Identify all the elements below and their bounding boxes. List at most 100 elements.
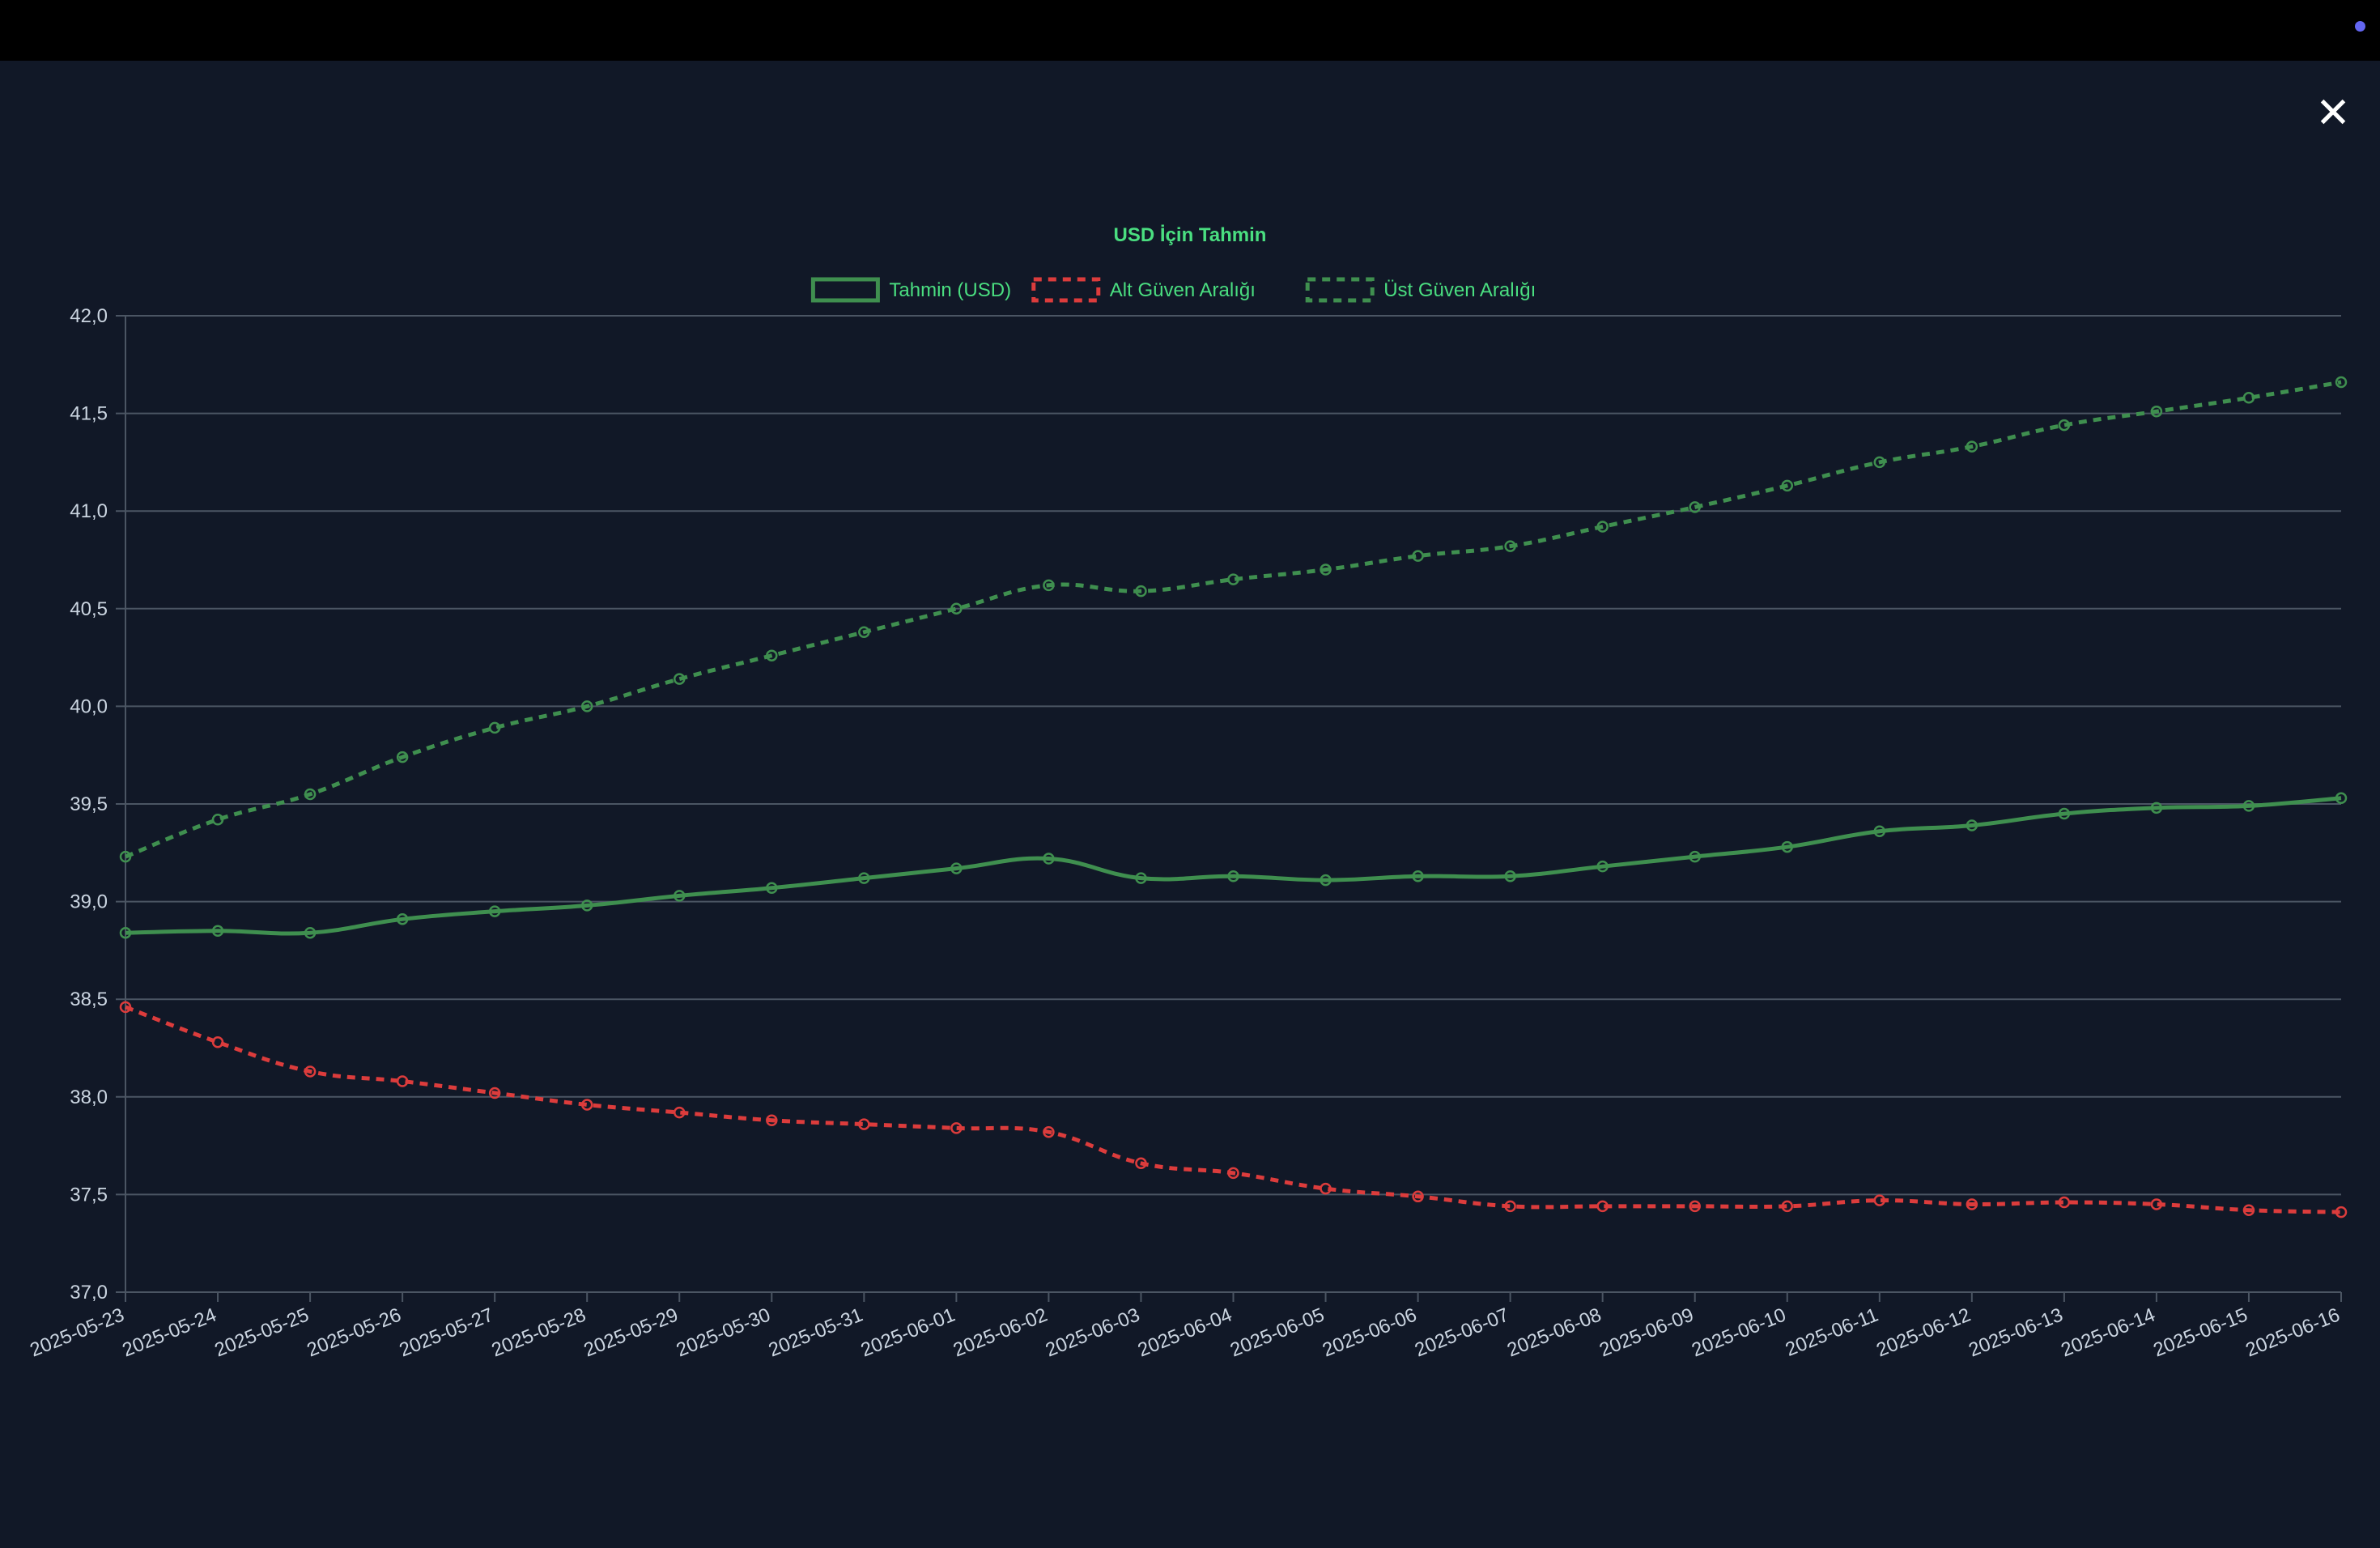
data-point[interactable] <box>2242 800 2255 812</box>
data-point[interactable] <box>1873 456 1886 469</box>
data-point[interactable] <box>1966 440 1978 453</box>
data-point[interactable] <box>1135 872 1147 884</box>
x-tick-label: 2025-06-10 <box>1689 1304 1789 1362</box>
data-point[interactable] <box>1412 550 1424 562</box>
data-point[interactable] <box>2058 1196 2071 1209</box>
data-point[interactable] <box>1689 850 1701 863</box>
data-point[interactable] <box>2335 1206 2348 1218</box>
data-point[interactable] <box>674 673 686 685</box>
y-tick-label: 41,0 <box>70 500 108 522</box>
data-point[interactable] <box>1596 1200 1609 1213</box>
data-point[interactable] <box>2242 392 2255 404</box>
data-point[interactable] <box>211 814 224 826</box>
data-point[interactable] <box>766 1114 778 1126</box>
data-point[interactable] <box>1873 825 1886 838</box>
data-point[interactable] <box>1596 860 1609 873</box>
x-tick-label: 2025-06-02 <box>950 1304 1051 1362</box>
data-point[interactable] <box>488 1087 501 1099</box>
data-point[interactable] <box>858 1118 870 1130</box>
data-point[interactable] <box>211 1036 224 1048</box>
data-point[interactable] <box>1043 579 1055 592</box>
data-point[interactable] <box>396 1075 409 1087</box>
legend-item[interactable]: Tahmin (USD) <box>810 277 1011 303</box>
data-point[interactable] <box>858 626 870 638</box>
data-point[interactable] <box>119 1001 132 1014</box>
data-point[interactable] <box>396 751 409 763</box>
y-tick-label: 39,0 <box>70 891 108 913</box>
data-point[interactable] <box>1966 1198 1978 1210</box>
legend-label: Üst Güven Aralığı <box>1383 279 1536 301</box>
x-tick-label: 2025-05-25 <box>211 1304 312 1362</box>
x-tick-label: 2025-05-24 <box>119 1304 219 1362</box>
data-point[interactable] <box>1873 1194 1886 1206</box>
data-point[interactable] <box>2150 802 2163 814</box>
data-point[interactable] <box>2150 1198 2163 1210</box>
data-point[interactable] <box>304 926 317 939</box>
data-point[interactable] <box>2242 1204 2255 1216</box>
data-point[interactable] <box>1227 870 1239 882</box>
data-point[interactable] <box>2058 419 2071 432</box>
status-dot-icon <box>2355 21 2365 32</box>
data-point[interactable] <box>1504 870 1516 882</box>
series-3 <box>119 376 2348 863</box>
data-point[interactable] <box>396 913 409 925</box>
x-tick-label: 2025-06-01 <box>858 1304 958 1362</box>
data-point[interactable] <box>1966 819 1978 831</box>
data-point[interactable] <box>1227 1167 1239 1180</box>
data-point[interactable] <box>580 899 593 912</box>
data-point[interactable] <box>1781 1200 1793 1213</box>
series-lines <box>119 376 2348 1218</box>
top-bar <box>0 0 2380 61</box>
data-point[interactable] <box>674 890 686 902</box>
data-point[interactable] <box>2335 376 2348 389</box>
data-point[interactable] <box>674 1106 686 1119</box>
x-tick-label: 2025-06-09 <box>1596 1304 1697 1362</box>
data-point[interactable] <box>1412 870 1424 882</box>
data-point[interactable] <box>2150 405 2163 418</box>
data-point[interactable] <box>950 602 963 615</box>
data-point[interactable] <box>211 925 224 938</box>
data-point[interactable] <box>1689 501 1701 513</box>
data-point[interactable] <box>488 905 501 917</box>
data-point[interactable] <box>304 788 317 801</box>
y-tick-label: 41,5 <box>70 403 108 425</box>
data-point[interactable] <box>1320 563 1332 576</box>
data-point[interactable] <box>1135 585 1147 598</box>
data-point[interactable] <box>950 862 963 874</box>
data-point[interactable] <box>1504 540 1516 552</box>
data-point[interactable] <box>1504 1200 1516 1213</box>
legend-item[interactable]: Üst Güven Aralığı <box>1305 277 1536 303</box>
data-point[interactable] <box>766 882 778 894</box>
data-point[interactable] <box>1412 1190 1424 1203</box>
data-point[interactable] <box>1320 874 1332 887</box>
data-point[interactable] <box>1043 853 1055 865</box>
y-tick-label: 39,5 <box>70 793 108 815</box>
data-point[interactable] <box>2335 792 2348 805</box>
data-point[interactable] <box>1781 479 1793 492</box>
legend: Tahmin (USD) Alt Güven Aralığı Üst Güven A… <box>810 277 1536 303</box>
close-button[interactable]: ✕ <box>2315 90 2351 137</box>
data-point[interactable] <box>119 926 132 939</box>
data-point[interactable] <box>2058 807 2071 820</box>
x-tick-label: 2025-05-28 <box>489 1304 589 1362</box>
data-point[interactable] <box>1689 1200 1701 1213</box>
data-point[interactable] <box>1227 573 1239 585</box>
data-point[interactable] <box>580 700 593 712</box>
legend-item[interactable]: Alt Güven Aralığı <box>1031 277 1256 303</box>
data-point[interactable] <box>950 1122 963 1134</box>
series-line <box>125 1005 2342 1214</box>
grid-lines <box>116 315 2341 1293</box>
data-point[interactable] <box>580 1099 593 1111</box>
data-point[interactable] <box>1320 1182 1332 1195</box>
data-point[interactable] <box>488 721 501 734</box>
data-point[interactable] <box>858 872 870 884</box>
data-point[interactable] <box>766 649 778 661</box>
chart-title: USD İçin Tahmin <box>1114 224 1267 246</box>
data-point[interactable] <box>1135 1157 1147 1170</box>
data-point[interactable] <box>1043 1125 1055 1138</box>
x-tick-label: 2025-06-12 <box>1873 1304 1974 1362</box>
data-point[interactable] <box>1596 521 1609 533</box>
data-point[interactable] <box>1781 840 1793 853</box>
data-point[interactable] <box>119 850 132 863</box>
data-point[interactable] <box>304 1065 317 1078</box>
